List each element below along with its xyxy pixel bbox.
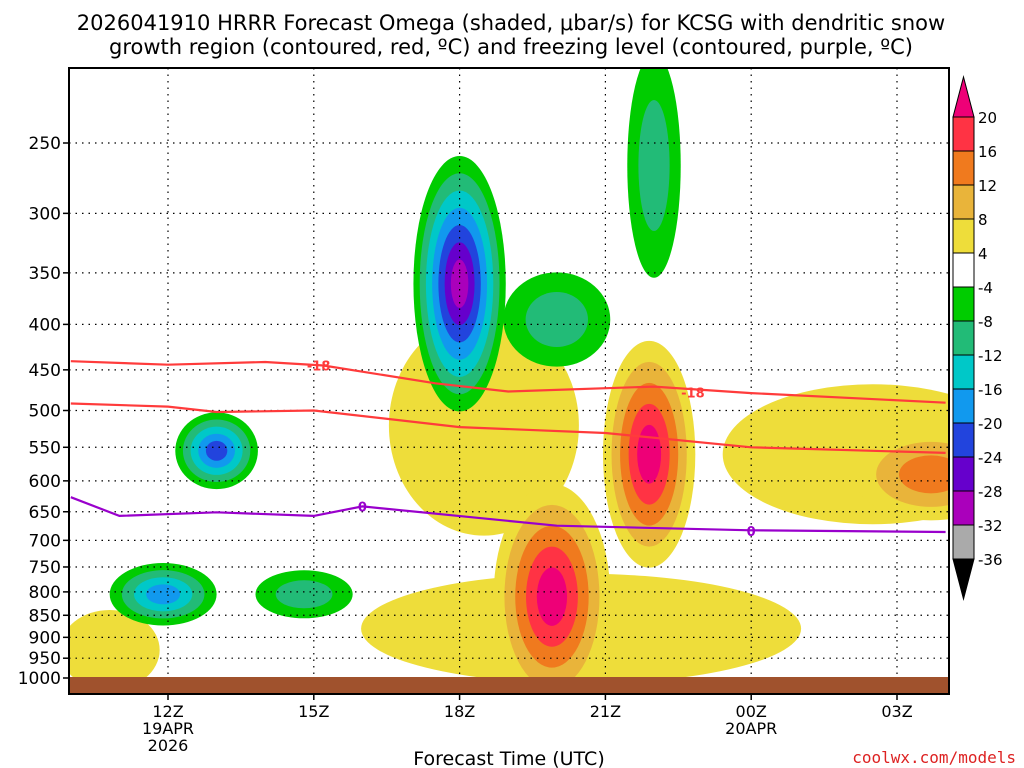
colorbar-segment-6 bbox=[952, 286, 975, 322]
colorbar: 20 16 12 8 4 -4 -8 -12 -16 -20 -24 -28 -32 -36 bbox=[952, 75, 1003, 601]
colorbar-label-4: 4 bbox=[978, 245, 988, 263]
x-axis-label: Forecast Time (UTC) bbox=[413, 748, 604, 768]
downward-03z-level-12 bbox=[899, 455, 949, 494]
colorbar-segment-13 bbox=[952, 524, 975, 560]
temperature-contours: -18 -18 0 0 bbox=[70, 360, 946, 540]
upward-12z-low-level--20 bbox=[146, 584, 181, 605]
xtick-date-12Z: 19APR bbox=[142, 719, 194, 738]
colorbar-segment-11 bbox=[952, 456, 975, 492]
colorbar-label-2: 12 bbox=[978, 177, 997, 195]
colorbar-segment-8 bbox=[952, 354, 975, 390]
ytick-label-850: 850 bbox=[29, 606, 61, 626]
downward-broad-west bbox=[69, 610, 160, 690]
colorbar-segment-7 bbox=[952, 320, 975, 356]
label-zero-west: 0 bbox=[358, 500, 367, 515]
ytick-label-550: 550 bbox=[29, 438, 61, 458]
ytick-label-750: 750 bbox=[29, 558, 61, 578]
colorbar-segment-10 bbox=[952, 422, 975, 458]
ytick-label-800: 800 bbox=[29, 583, 61, 603]
xtick-label-12Z: 12Z bbox=[152, 702, 183, 721]
colorbar-segment-1 bbox=[952, 116, 975, 152]
upward-13z-mid-level--24 bbox=[205, 440, 228, 461]
colorbar-label-11: -28 bbox=[978, 483, 1003, 501]
ytick-label-500: 500 bbox=[29, 402, 61, 422]
ytick-label-1000: 1000 bbox=[18, 669, 61, 689]
colorbar-label-10: -24 bbox=[978, 449, 1003, 467]
xtick-date-00Z: 20APR bbox=[725, 719, 777, 738]
colorbar-label-0: 20 bbox=[978, 109, 997, 127]
ytick-label-650: 650 bbox=[29, 503, 61, 523]
colorbar-segment-4 bbox=[952, 218, 975, 254]
colorbar-label-1: 16 bbox=[978, 143, 997, 161]
ytick-label-350: 350 bbox=[29, 264, 61, 284]
colorbar-label-7: -12 bbox=[978, 347, 1003, 365]
plot-frame bbox=[68, 67, 950, 695]
xtick-label-15Z: 15Z bbox=[298, 702, 329, 721]
ytick-label-400: 400 bbox=[29, 315, 61, 335]
dendritic-minus12-line bbox=[70, 402, 946, 454]
colorbar-label-13: -36 bbox=[978, 551, 1003, 569]
grid-lines bbox=[69, 68, 949, 694]
ytick-label-250: 250 bbox=[29, 134, 61, 154]
label-minus18-east: -18 bbox=[681, 386, 705, 401]
freezing-level-0-line bbox=[70, 496, 946, 534]
label-zero-east: 0 bbox=[747, 525, 756, 540]
dendritic-minus18-line bbox=[70, 360, 946, 404]
downward-22z-mid-level-20 bbox=[637, 424, 662, 484]
colorbar-max-arrow bbox=[952, 75, 975, 118]
xtick-year-12Z: 2026 bbox=[148, 736, 189, 755]
xtick-label-21Z: 21Z bbox=[590, 702, 621, 721]
xtick-label-18Z: 18Z bbox=[444, 702, 475, 721]
colorbar-segment-12 bbox=[952, 490, 975, 526]
label-minus18-west: -18 bbox=[307, 360, 331, 375]
colorbar-label-6: -8 bbox=[978, 313, 993, 331]
colorbar-segment-3 bbox=[952, 184, 975, 220]
colorbar-label-8: -16 bbox=[978, 381, 1003, 399]
colorbar-segment-2 bbox=[952, 150, 975, 186]
colorbar-label-12: -32 bbox=[978, 517, 1003, 535]
upward-22z-upper-level--12 bbox=[638, 99, 670, 231]
ytick-label-300: 300 bbox=[29, 204, 61, 224]
colorbar-segment-9 bbox=[952, 388, 975, 424]
ytick-label-900: 900 bbox=[29, 628, 61, 648]
pressure-axis: 2503003504004505005506006507007508008509… bbox=[18, 134, 69, 689]
ytick-label-450: 450 bbox=[29, 361, 61, 381]
colorbar-label-3: 8 bbox=[978, 211, 988, 229]
chart-title-line2: growth region (contoured, red, ºC) and f… bbox=[109, 35, 913, 59]
colorbar-min-arrow bbox=[952, 558, 975, 601]
colorbar-label-5: -4 bbox=[978, 279, 993, 297]
downward-20z-low-level-20 bbox=[536, 567, 568, 626]
ground-surface bbox=[69, 677, 949, 694]
upward-20z-mid-level--12 bbox=[525, 292, 588, 348]
credit-text: coolwx.com/models bbox=[852, 748, 1016, 767]
chart-title-line1: 2026041910 HRRR Forecast Omega (shaded, … bbox=[77, 11, 945, 35]
colorbar-segment-5 bbox=[952, 252, 975, 288]
xtick-label-03Z: 03Z bbox=[881, 702, 912, 721]
ytick-label-600: 600 bbox=[29, 472, 61, 492]
xtick-label-00Z: 00Z bbox=[736, 702, 767, 721]
upward-14z-low-level--12 bbox=[275, 580, 333, 609]
colorbar-label-9: -20 bbox=[978, 415, 1003, 433]
ytick-label-700: 700 bbox=[29, 531, 61, 551]
omega-shading bbox=[69, 68, 949, 694]
ytick-label-950: 950 bbox=[29, 649, 61, 669]
